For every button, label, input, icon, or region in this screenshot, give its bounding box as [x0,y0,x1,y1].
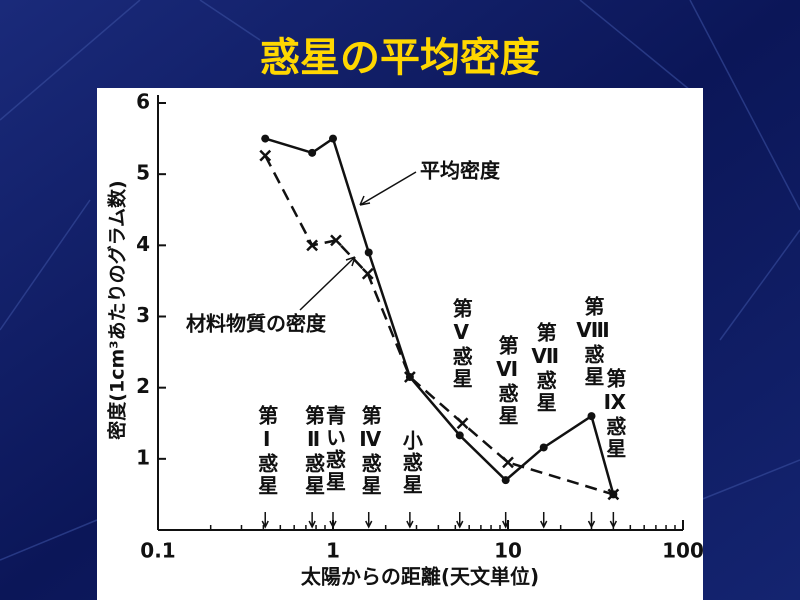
planet-label: 第Ⅷ惑星 [578,295,610,388]
point [329,134,337,143]
leader [359,171,417,206]
x-tick-label: 1 [326,539,340,563]
x-tick-label: 0.1 [140,539,175,563]
slide-title: 惑星の平均密度 [260,35,540,81]
point [501,476,510,485]
point [539,443,548,452]
series-line [264,136,615,495]
planet-label: 第Ⅸ惑星 [603,367,627,460]
planet-arrow [329,512,337,529]
y-axis-label: 密度(1cm³あたりのグラム数) [106,180,129,439]
planet-arrow [587,512,596,529]
planet-arrow [406,512,414,529]
y-tick-label: 4 [136,232,150,256]
point [308,148,317,157]
point [455,431,464,440]
planet-arrow [609,512,618,529]
point [306,239,319,252]
planet-arrow [456,512,464,529]
point [403,371,416,383]
planet-label: 第Ⅵ惑星 [495,334,519,427]
series-label: 材料物質の密度 [186,312,327,336]
planet-label: 第Ⅴ惑星 [449,297,473,390]
planet-arrow [365,512,373,529]
planet-label: 第Ⅰ惑星 [255,404,279,497]
decor-lines [0,0,800,561]
y-tick-label: 6 [136,90,150,114]
point [330,234,342,247]
y-tick-label: 5 [136,161,150,185]
planet-label: 第Ⅶ惑星 [533,321,559,414]
y-tick-label: 2 [136,374,150,398]
point [361,267,374,280]
planet-arrow [261,512,269,529]
point [502,456,514,469]
planet-label: 第Ⅳ惑星 [358,404,382,497]
planet-label: 小惑星 [399,430,423,496]
point [261,134,270,143]
series-line [264,155,614,496]
planet-arrow [502,512,510,529]
point [259,149,272,162]
planet-arrow [540,512,548,529]
series-label: 平均密度 [420,159,501,183]
leader [299,256,356,311]
planet-arrow [308,512,316,529]
y-tick-label: 3 [136,303,150,327]
point [587,412,596,421]
x-tick-label: 10 [494,539,522,563]
planet-label: 青い惑星 [323,405,347,493]
point [364,248,373,257]
x-tick-label: 100 [662,539,704,563]
point [607,488,620,501]
x-axis-label: 太陽からの距離(天文単位) [301,565,539,589]
planet-label: 第Ⅱ惑星 [302,404,326,497]
y-tick-label: 1 [136,445,150,469]
point [456,417,469,430]
